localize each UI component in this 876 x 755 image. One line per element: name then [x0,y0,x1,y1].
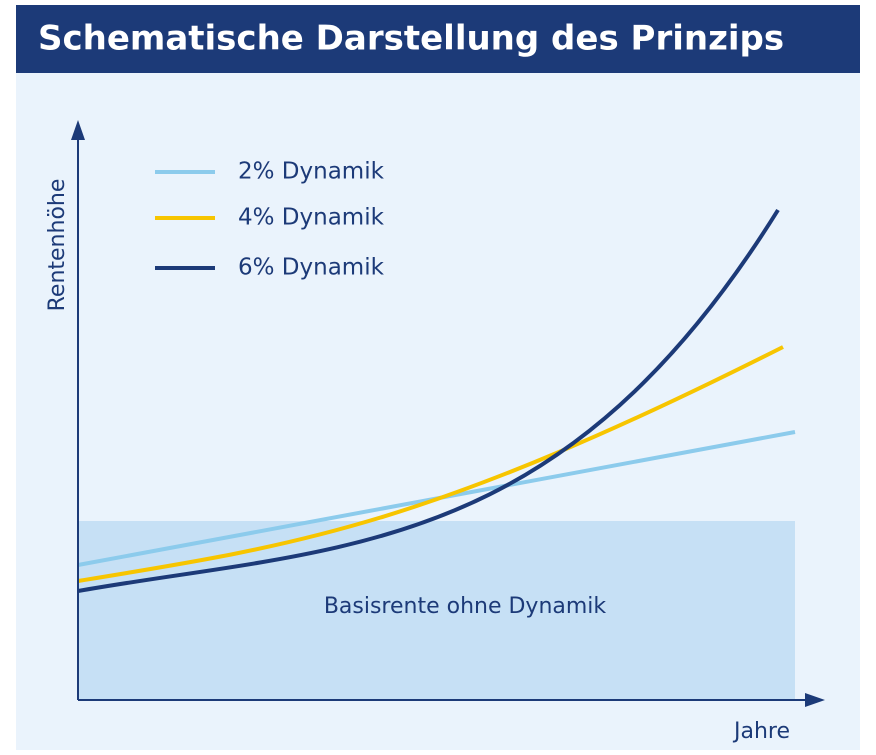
curve-6 [77,208,780,593]
header-bar [16,5,860,73]
base-label: Basisrente ohne Dynamik [324,594,607,619]
legend-label: 2% Dynamik [238,159,385,185]
x-arrow [805,693,825,707]
legend-label: 4% Dynamik [238,205,385,231]
y-axis-label: Rentenhöhe [45,179,70,312]
x-axis-label: Jahre [732,719,790,744]
title: Schematische Darstellung des Prinzips [38,19,784,59]
curve-4 [77,345,784,583]
base-area [78,521,795,700]
legend-label: 6% Dynamik [238,255,385,281]
curve-2 [77,430,796,567]
y-arrow [71,120,85,140]
